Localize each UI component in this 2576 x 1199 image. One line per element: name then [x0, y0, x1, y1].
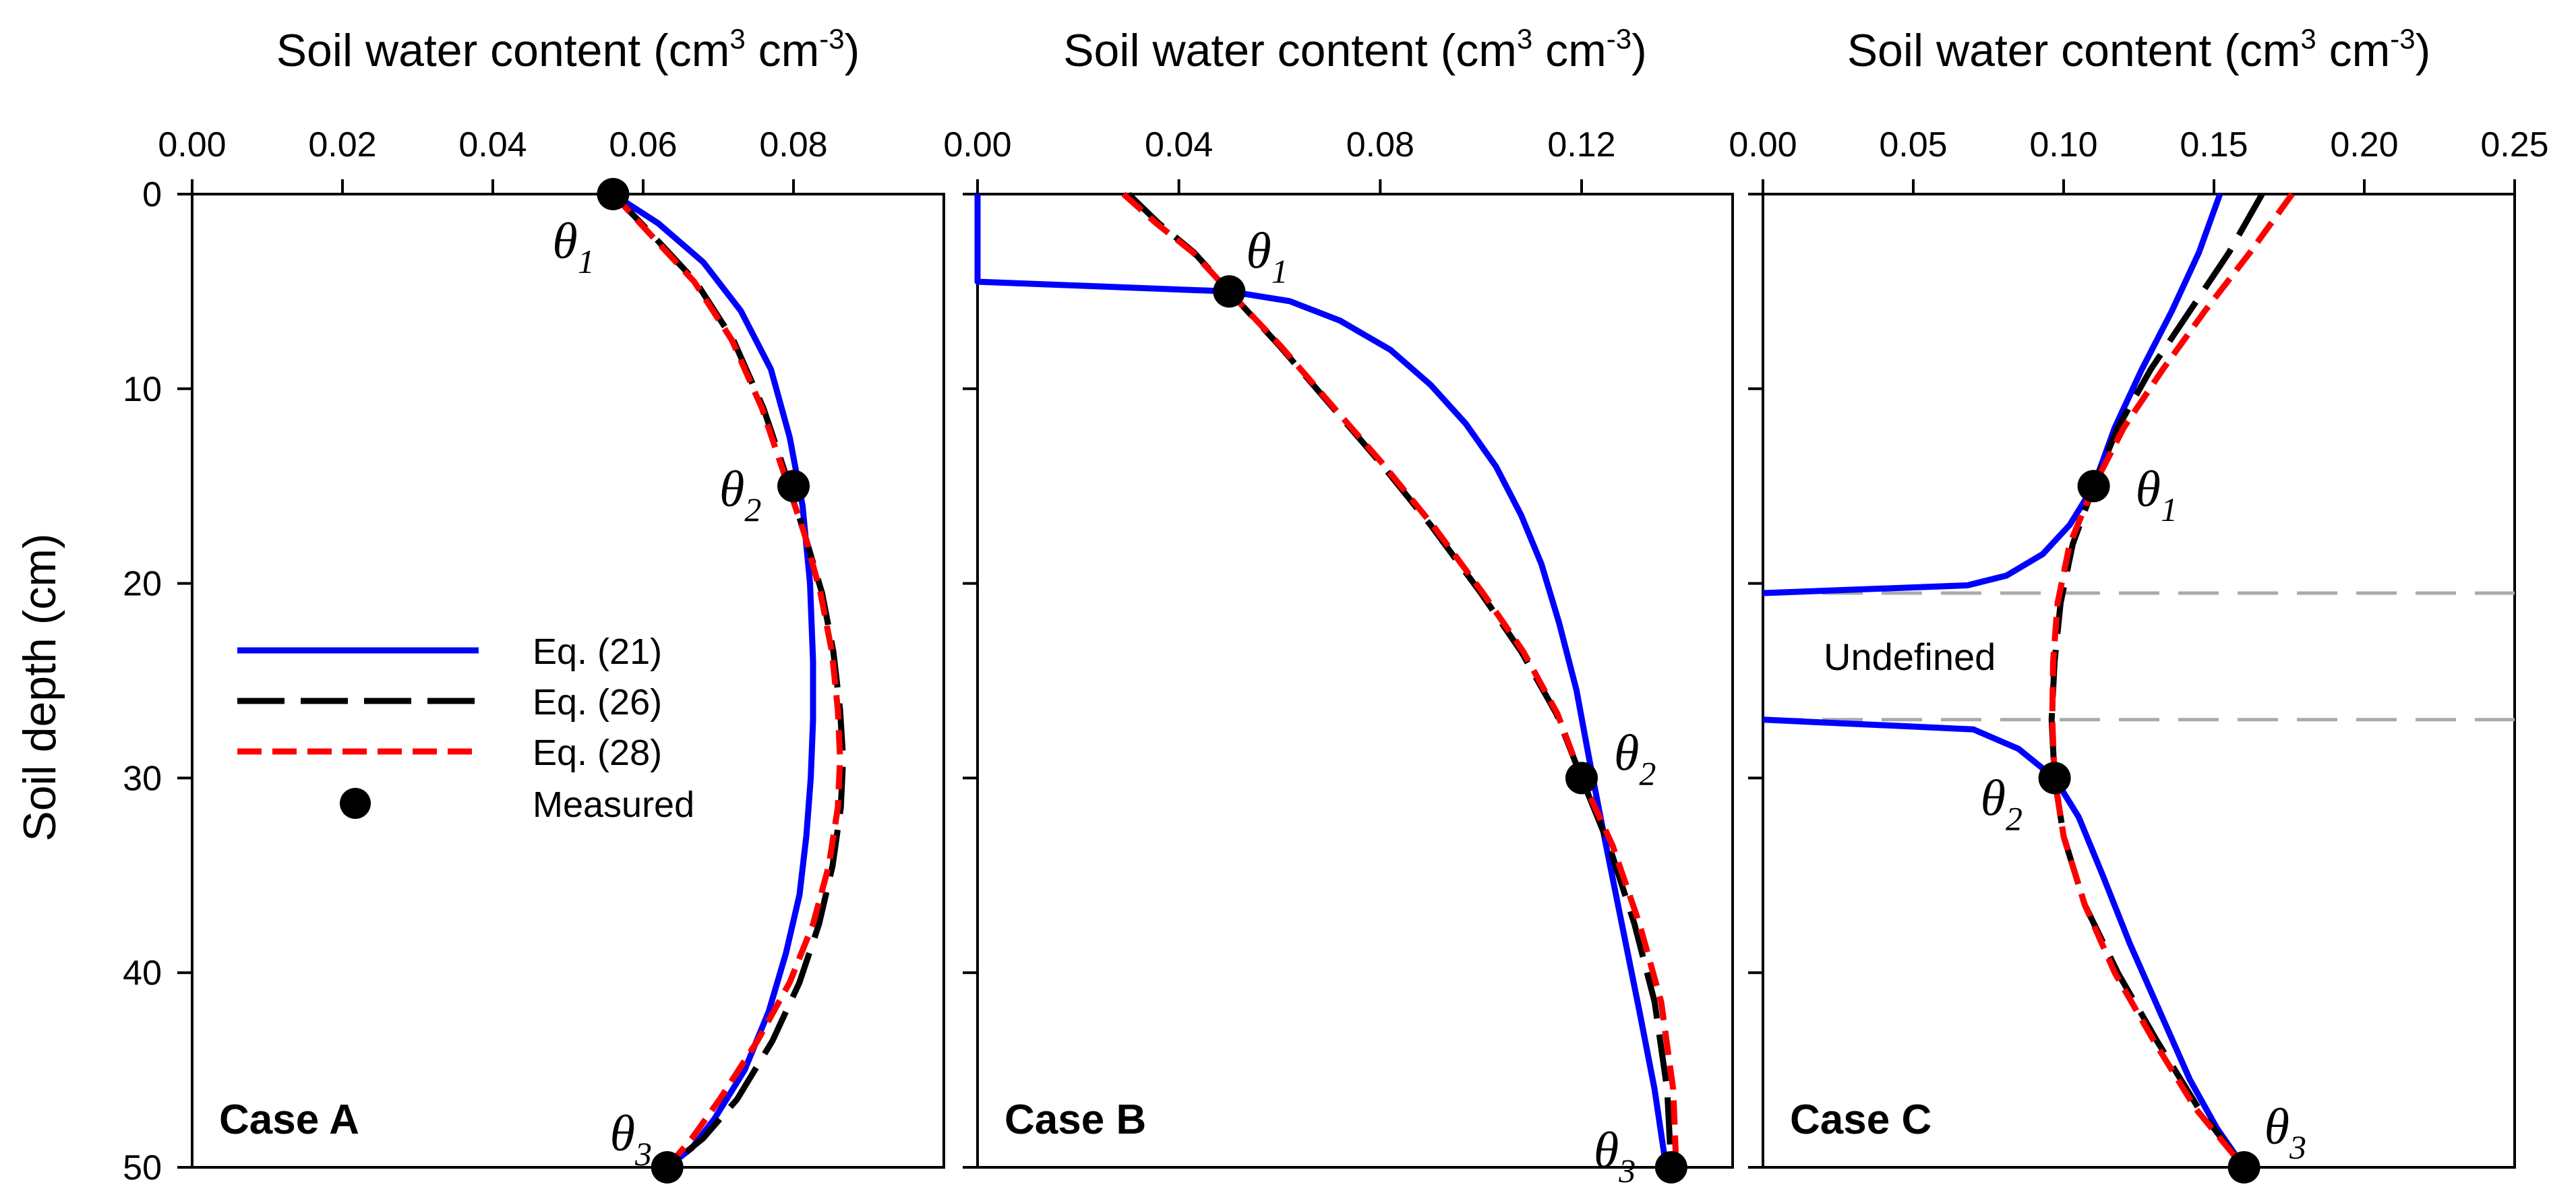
- legend-label-eq26: Eq. (26): [533, 682, 662, 723]
- case-a-plot-frame: [192, 194, 944, 1167]
- case-b-plot-frame: [978, 194, 1733, 1167]
- y-tick-label: 20: [123, 565, 162, 604]
- case-b-measured-point: [1655, 1151, 1687, 1183]
- case-c-theta-label: θ3: [2265, 1099, 2306, 1166]
- case-a-x-tick-label: 0.04: [458, 125, 527, 164]
- case-a-x-tick-label: 0.08: [759, 125, 827, 164]
- y-axis-label: Soil depth (cm): [14, 533, 65, 841]
- case-b-x-axis-title: Soil water content (cm3 cm-3): [1063, 23, 1647, 76]
- case-c-series-eq21: [1763, 194, 2220, 593]
- case-b-measured-point: [1213, 275, 1245, 307]
- y-tick-label: 0: [142, 175, 162, 214]
- case-c-x-tick-label: 0.05: [1879, 125, 1947, 164]
- case-c-theta-label: θ2: [1981, 770, 2023, 837]
- case-b-theta-label: θ3: [1594, 1122, 1636, 1190]
- case-b-x-tick-label: 0.12: [1547, 125, 1615, 164]
- case-c-plot-frame: [1763, 194, 2515, 1167]
- undefined-annotation: Undefined: [1824, 636, 1996, 678]
- legend-label-eq28: Eq. (28): [533, 733, 662, 773]
- case-c-measured-point: [2228, 1151, 2260, 1183]
- case-a-measured-point: [651, 1151, 684, 1183]
- case-c-label: Case C: [1790, 1097, 1931, 1143]
- case-a-series-eq26: [613, 194, 843, 1167]
- case-b-label: Case B: [1005, 1097, 1146, 1143]
- y-tick-label: 50: [123, 1148, 162, 1188]
- case-a-theta-label: θ3: [610, 1105, 652, 1173]
- case-c-measured-point: [2039, 762, 2071, 794]
- case-c-x-tick-label: 0.00: [1729, 125, 1797, 164]
- legend-label-eq21: Eq. (21): [533, 632, 662, 672]
- case-b-series-eq21: [978, 194, 1666, 1167]
- case-a-x-axis-title: Soil water content (cm3 cm-3): [276, 23, 860, 76]
- case-b-series-eq26: [1129, 194, 1671, 1167]
- panel-case-b: Soil water content (cm3 cm-3) 0.00 0.04 0.0…: [943, 23, 1733, 1190]
- case-a-x-tick-label: 0.00: [158, 125, 226, 164]
- case-a-x-tick-label: 0.02: [308, 125, 376, 164]
- panel-case-a: Soil water content (cm3 cm-3) 0.00 0.02 0.0…: [123, 23, 944, 1188]
- case-b-theta-label: θ2: [1614, 725, 1656, 792]
- case-c-x-axis-title: Soil water content (cm3 cm-3): [1847, 23, 2431, 76]
- case-b-series-eq28: [1124, 194, 1677, 1167]
- case-b-theta-label: θ1: [1246, 222, 1288, 290]
- case-a-measured-point: [777, 470, 810, 502]
- case-c-measured-point: [2078, 470, 2110, 502]
- case-b-x-tick-label: 0.04: [1145, 125, 1213, 164]
- y-tick-label: 30: [123, 759, 162, 798]
- case-c-x-tick-label: 0.10: [2029, 125, 2097, 164]
- case-a-series-eq28: [613, 194, 840, 1167]
- case-c-x-tick-label: 0.15: [2180, 125, 2248, 164]
- case-a-label: Case A: [219, 1097, 359, 1143]
- case-a-x-tick-label: 0.06: [609, 125, 677, 164]
- y-tick-label: 40: [123, 954, 162, 993]
- case-a-theta-label: θ1: [552, 213, 594, 280]
- case-b-x-tick-label: 0.00: [943, 125, 1011, 164]
- case-a-measured-point: [597, 178, 629, 210]
- case-c-x-tick-label: 0.25: [2480, 125, 2548, 164]
- y-tick-label: 10: [123, 370, 162, 409]
- case-b-x-tick-label: 0.08: [1346, 125, 1414, 164]
- panel-case-c: Soil water content (cm3 cm-3) 0.00 0.05 0.1…: [1729, 23, 2548, 1183]
- case-b-measured-point: [1565, 762, 1598, 794]
- case-a-theta-label: θ2: [719, 461, 761, 528]
- case-c-x-tick-label: 0.20: [2330, 125, 2398, 164]
- legend-label-measured: Measured: [533, 785, 694, 825]
- legend-marker-measured: [340, 788, 371, 819]
- legend: Eq. (21) Eq. (26) Eq. (28) Measured: [237, 632, 694, 825]
- case-c-theta-label: θ1: [2136, 461, 2178, 528]
